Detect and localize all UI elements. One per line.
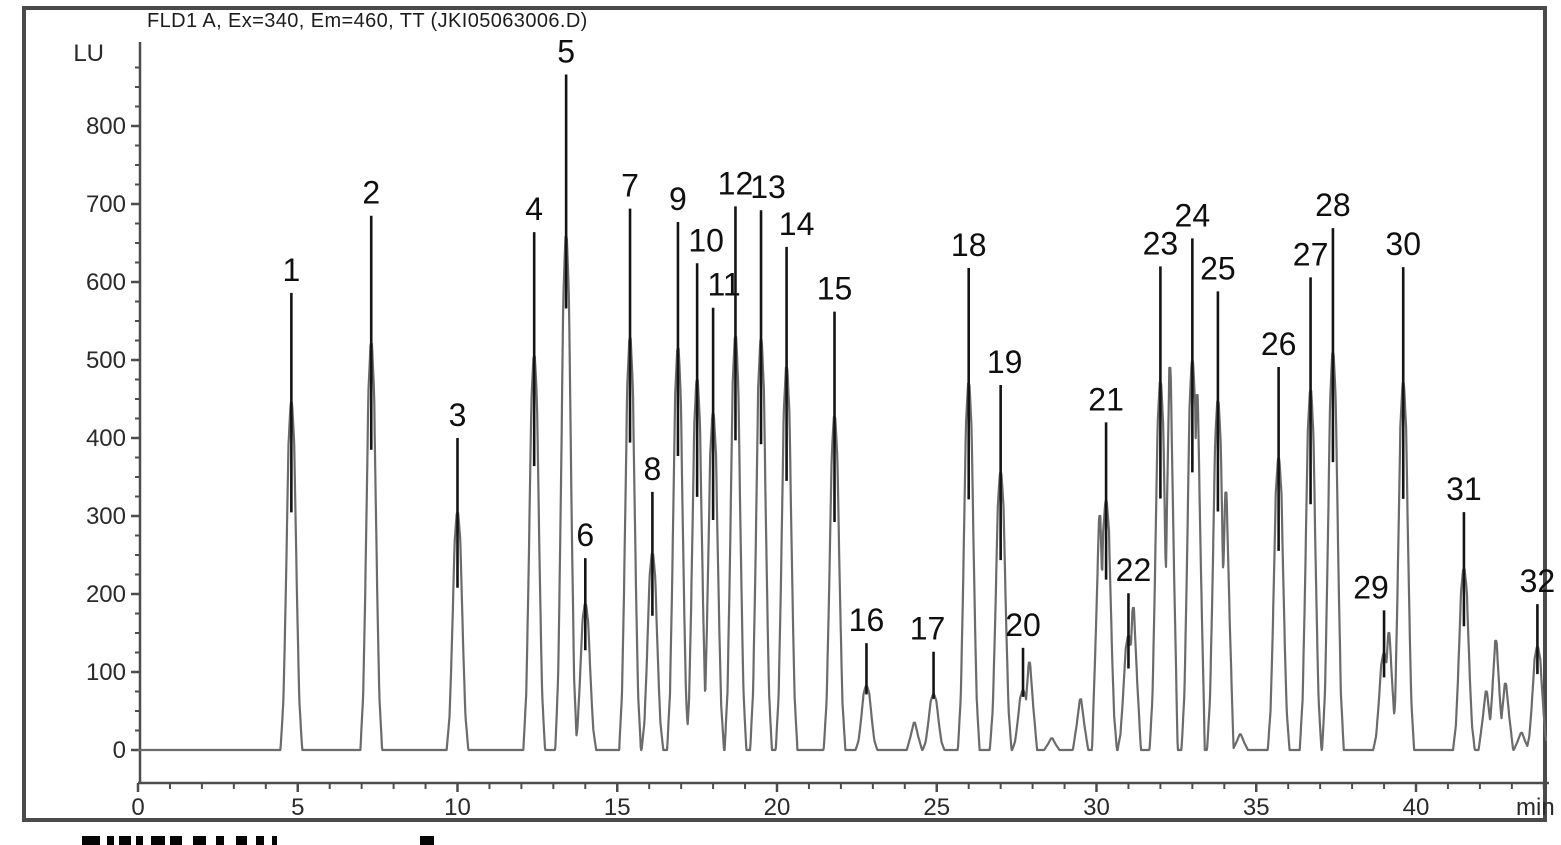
peak-label-7: 7 — [621, 168, 639, 204]
x-tick-label: 25 — [923, 794, 950, 821]
peak-label-9: 9 — [669, 181, 687, 217]
peak-label-5: 5 — [557, 34, 575, 70]
peak-label-3: 3 — [449, 397, 467, 433]
cropped-caption-fragment — [256, 836, 264, 845]
peak-label-20: 20 — [1005, 607, 1041, 643]
peak-label-16: 16 — [849, 602, 885, 638]
y-tick-label: 800 — [86, 113, 126, 140]
cropped-caption-fragment — [136, 836, 143, 845]
y-tick-label: 600 — [86, 269, 126, 296]
peak-label-31: 31 — [1446, 471, 1482, 507]
peak-label-2: 2 — [362, 175, 380, 211]
peak-label-32: 32 — [1520, 563, 1556, 599]
cropped-caption-fragment — [272, 836, 277, 845]
peak-label-29: 29 — [1353, 569, 1389, 605]
cropped-caption-fragment — [82, 836, 100, 845]
cropped-caption-fragment — [193, 836, 206, 845]
peak-label-1: 1 — [282, 252, 300, 288]
cropped-caption-fragment — [420, 836, 434, 845]
peak-label-15: 15 — [817, 271, 853, 307]
peak-label-17: 17 — [910, 611, 946, 647]
peak-label-22: 22 — [1116, 552, 1152, 588]
peak-label-4: 4 — [525, 191, 543, 227]
x-tick-label: 35 — [1243, 794, 1270, 821]
peak-label-30: 30 — [1385, 226, 1421, 262]
y-axis-unit-label: LU — [73, 40, 104, 67]
y-tick-label: 200 — [86, 581, 126, 608]
y-tick-label: 700 — [86, 191, 126, 218]
peak-label-18: 18 — [951, 227, 987, 263]
cropped-caption-fragment — [216, 836, 224, 845]
y-tick-label: 400 — [86, 425, 126, 452]
x-tick-label: 10 — [444, 794, 471, 821]
y-tick-label: 100 — [86, 659, 126, 686]
cropped-caption-fragment — [151, 836, 165, 845]
peak-label-12: 12 — [718, 165, 754, 201]
cropped-caption-fragment — [170, 836, 182, 845]
x-tick-label: 20 — [764, 794, 791, 821]
peak-label-21: 21 — [1088, 381, 1124, 417]
peak-label-24: 24 — [1175, 197, 1211, 233]
y-tick-label: 500 — [86, 347, 126, 374]
signal-title: FLD1 A, Ex=340, Em=460, TT (JKI05063006.… — [147, 10, 588, 32]
peak-label-10: 10 — [688, 222, 724, 258]
y-tick-label: 300 — [86, 503, 126, 530]
x-tick-label: 30 — [1083, 794, 1110, 821]
peak-label-26: 26 — [1261, 326, 1297, 362]
x-tick-label: 5 — [291, 794, 304, 821]
peak-label-23: 23 — [1143, 225, 1179, 261]
cropped-caption-fragment — [107, 836, 114, 845]
y-tick-label: 0 — [113, 737, 126, 764]
cropped-caption-fragment — [119, 836, 131, 845]
peak-label-28: 28 — [1315, 187, 1351, 223]
x-tick-label: 15 — [604, 794, 631, 821]
peak-label-8: 8 — [643, 451, 661, 487]
peak-label-19: 19 — [987, 344, 1023, 380]
peak-label-13: 13 — [750, 169, 786, 205]
peak-label-27: 27 — [1293, 236, 1329, 272]
peak-label-14: 14 — [779, 206, 815, 242]
x-axis-unit-label: min — [1516, 794, 1555, 821]
chromatogram-trace — [137, 235, 1547, 752]
x-tick-label: 40 — [1403, 794, 1430, 821]
peak-label-6: 6 — [576, 517, 594, 553]
x-tick-label: 0 — [131, 794, 144, 821]
peak-label-25: 25 — [1200, 250, 1236, 286]
cropped-caption-fragment — [236, 836, 247, 845]
